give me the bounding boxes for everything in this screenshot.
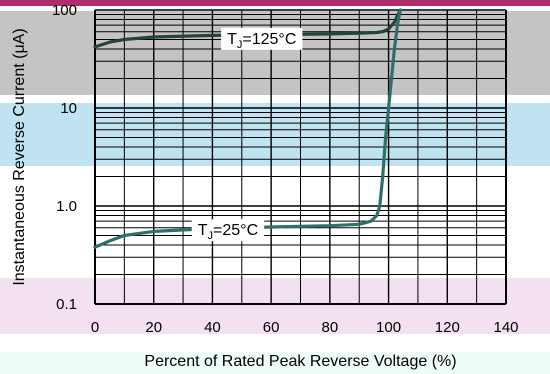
series-label-tj-125: TJ=125°C (227, 31, 296, 51)
x-tick-label: 80 (322, 319, 339, 336)
series-line-tj-125 (93, 8, 402, 49)
series-label-background (191, 219, 265, 242)
x-tick-label: 140 (493, 319, 518, 336)
x-tick-label: 100 (376, 319, 401, 336)
chart-labels: TJ=125°C TJ=25°C 0 20 40 60 80 100 120 140 0.1 1.0 1… (11, 2, 519, 370)
series-line-tj-25 (93, 8, 402, 249)
series-label-background (221, 27, 303, 50)
chart-series (93, 8, 402, 249)
x-axis-label: Percent of Rated Peak Reverse Voltage (%… (144, 353, 456, 370)
y-axis-label: Instantaneous Reverse Current (μA) (11, 28, 28, 285)
chart-grid (94, 9, 507, 305)
y-tick-label: 0.1 (56, 296, 77, 313)
pink-band (0, 278, 550, 334)
y-tick-label: 100 (52, 2, 77, 19)
mint-band (0, 352, 550, 374)
y-tick-label: 1.0 (56, 198, 77, 215)
top-accent-band (0, 0, 550, 6)
series-label-tj-25: TJ=25°C (198, 222, 258, 242)
blue-band (0, 103, 550, 166)
x-tick-label: 120 (435, 319, 460, 336)
x-tick-label: 20 (145, 319, 162, 336)
y-tick-label: 10 (60, 100, 77, 117)
x-tick-label: 60 (263, 319, 280, 336)
x-tick-label: 40 (204, 319, 221, 336)
x-tick-label: 0 (91, 319, 99, 336)
